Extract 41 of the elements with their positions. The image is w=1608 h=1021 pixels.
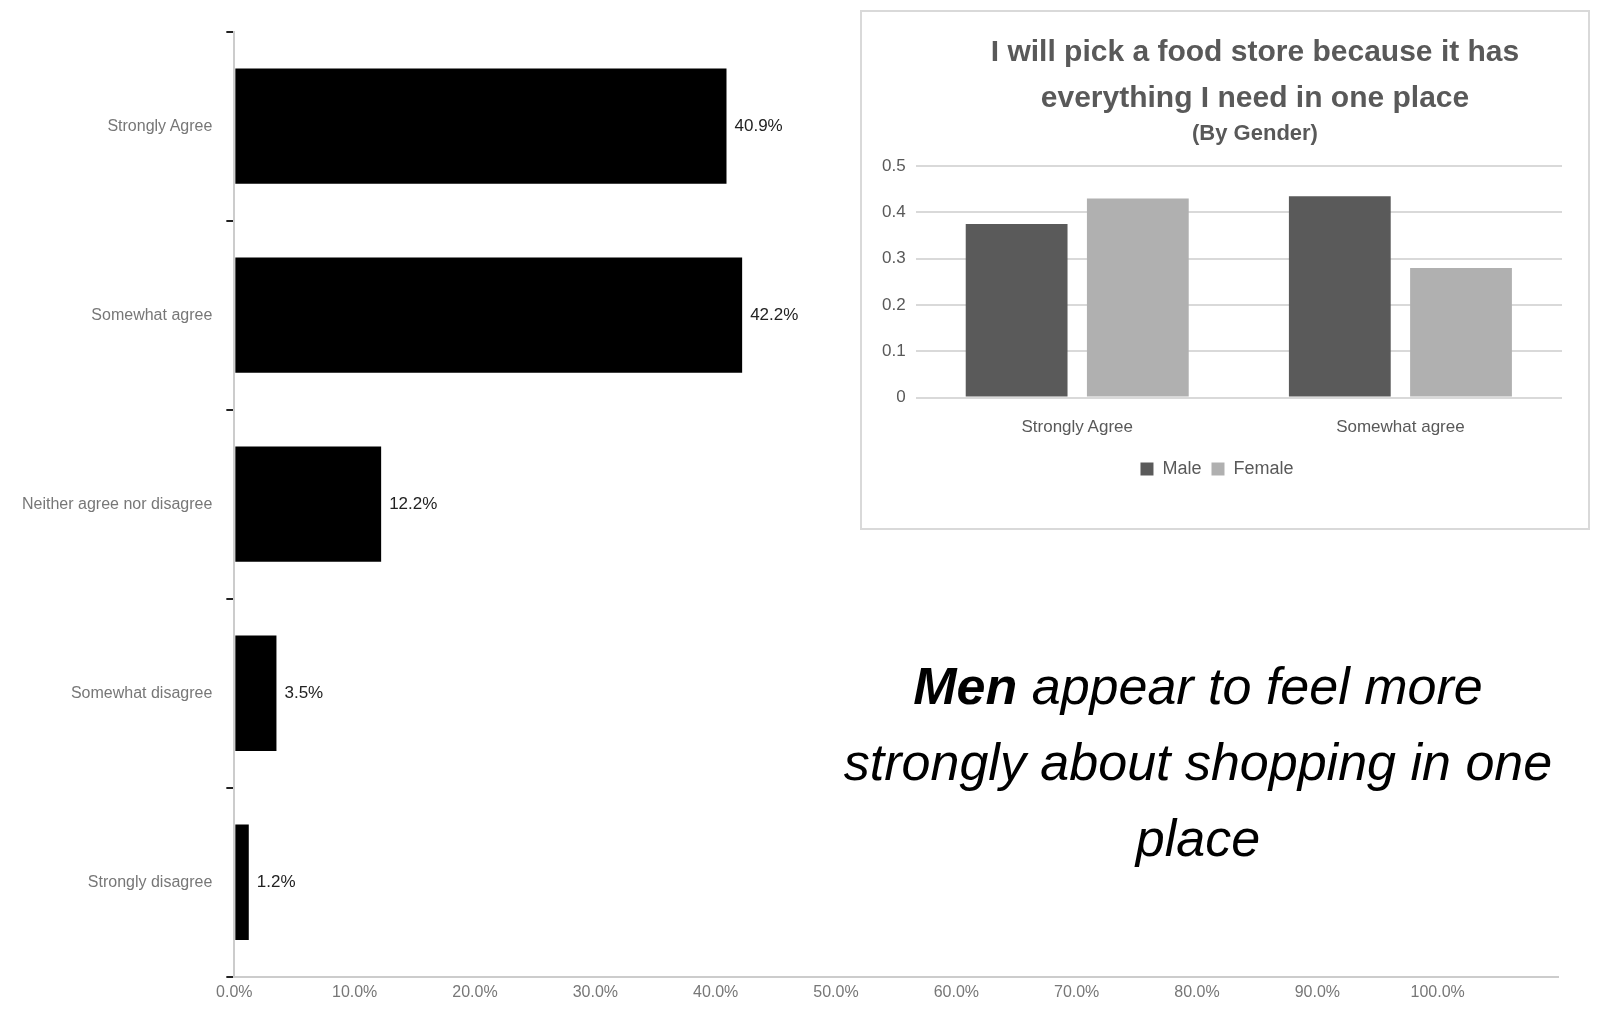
x-tick-label: 80.0% [1174, 982, 1220, 1000]
bar [1086, 198, 1189, 397]
legend-label: Male [1162, 457, 1202, 478]
bar [235, 257, 743, 373]
bar [1410, 268, 1512, 397]
x-tick-label: 30.0% [572, 982, 619, 1000]
bar [235, 68, 727, 184]
bar [235, 446, 382, 562]
data-label: 1.2% [256, 871, 296, 891]
y-tick-label: 0.1 [881, 341, 906, 361]
chart-title: I will pick a food store because it has everything I need in one place [989, 33, 1521, 115]
bar [965, 224, 1068, 397]
bar [1288, 196, 1391, 397]
y-tick-label: Somewhat disagree [70, 683, 213, 701]
x-tick-label: 10.0% [331, 982, 378, 1000]
annotation: Men appear to feel more strongly about shopping in one place [842, 656, 1554, 869]
y-tick-label: Somewhat agree [91, 305, 213, 323]
x-tick-label: 50.0% [813, 982, 859, 1000]
y-tick-label: 0.2 [881, 294, 906, 314]
x-tick-label: 90.0% [1294, 982, 1341, 1000]
legend-label: Female [1233, 457, 1294, 478]
y-tick-label: Strongly disagree [87, 872, 213, 890]
y-tick-label: Strongly Agree [107, 116, 213, 134]
x-tick-label: 70.0% [1053, 982, 1100, 1000]
data-label: 42.2% [750, 304, 799, 324]
y-tick-label: Neither agree nor disagree [21, 494, 213, 512]
x-tick-label: 20.0% [452, 982, 498, 1000]
data-label: 12.2% [389, 493, 438, 513]
x-tick-label: 0.0% [216, 982, 253, 1000]
y-tick-label: 0.4 [881, 202, 906, 222]
y-tick-label: 0.3 [881, 248, 906, 268]
data-label: 40.9% [734, 115, 783, 135]
data-label: 3.5% [284, 682, 324, 702]
chart-subtitle: (By Gender) [1191, 120, 1319, 146]
x-tick-label: 100.0% [1410, 982, 1465, 1000]
y-tick-label: 0 [896, 387, 906, 407]
bar [235, 635, 277, 751]
y-tick-label: 0.5 [881, 155, 906, 175]
x-tick-label: 40.0% [692, 982, 739, 1000]
x-tick-label: 60.0% [933, 982, 980, 1000]
bar [235, 824, 249, 940]
